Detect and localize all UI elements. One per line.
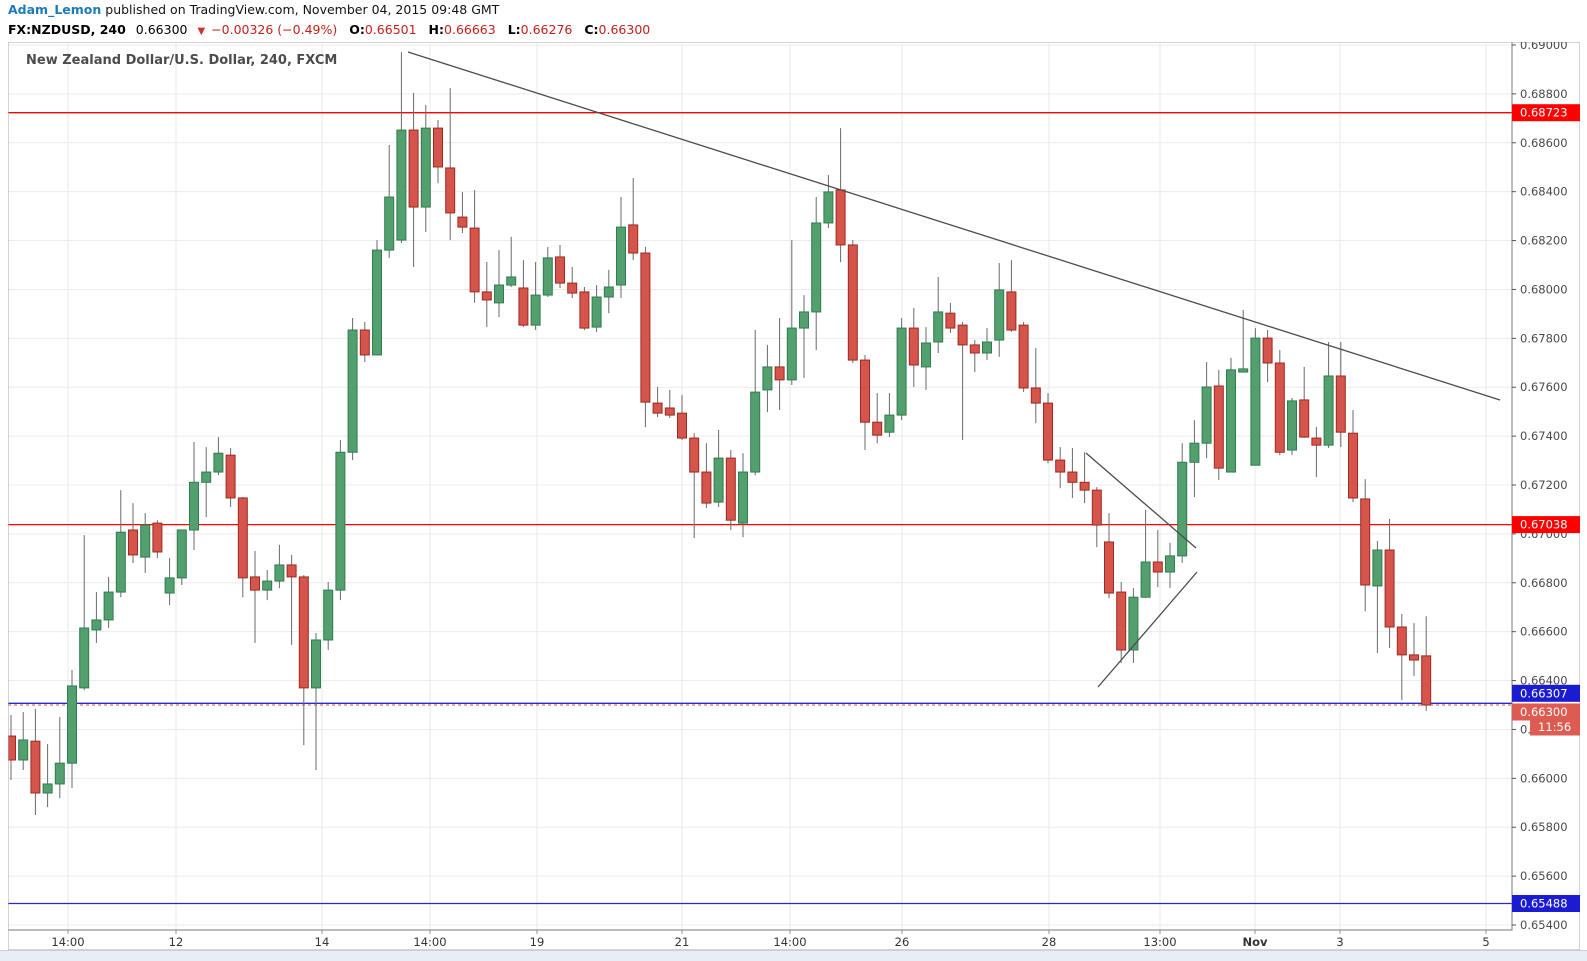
svg-text:0.66300: 0.66300 [1520,705,1568,719]
price-change: −0.00326 (−0.49%) [211,22,338,37]
svg-text:11:56: 11:56 [1538,720,1571,734]
svg-text:0.67200: 0.67200 [1520,478,1568,492]
svg-text:5: 5 [1482,935,1489,949]
close-value: 0.66300 [598,22,651,37]
symbol-quote-bar: FX:NZDUSD, 240 0.66300 ▼ −0.00326 (−0.49… [0,20,1587,41]
chart-legend[interactable]: New Zealand Dollar/U.S. Dollar, 240, FXC… [26,53,338,68]
svg-text:21: 21 [675,935,690,949]
svg-text:0.69000: 0.69000 [1520,42,1568,52]
svg-text:0.66000: 0.66000 [1520,771,1568,785]
svg-text:14:00: 14:00 [773,935,806,949]
svg-text:0.66800: 0.66800 [1520,576,1568,590]
svg-text:0.66400: 0.66400 [1520,674,1568,688]
svg-text:0.67600: 0.67600 [1520,380,1568,394]
svg-text:0.68600: 0.68600 [1520,136,1568,150]
author-link[interactable]: Adam_Lemon [8,2,102,17]
svg-text:0.65488: 0.65488 [1520,896,1568,910]
svg-text:0.65600: 0.65600 [1520,869,1568,883]
svg-text:14: 14 [315,935,330,949]
high-value: 0.66663 [444,22,496,37]
close-label: C: [584,22,599,37]
publish-text: published on TradingView.com, November 0… [101,2,500,17]
svg-text:0.67800: 0.67800 [1520,331,1568,345]
svg-text:0.68723: 0.68723 [1520,106,1568,120]
svg-text:0.68400: 0.68400 [1520,185,1568,199]
svg-text:13:00: 13:00 [1143,935,1176,949]
low-value: 0.66276 [520,22,573,37]
svg-text:0.68800: 0.68800 [1520,87,1568,101]
symbol-title[interactable]: FX:NZDUSD, 240 [8,22,126,37]
price-down-arrow-icon: ▼ [197,26,206,37]
svg-text:14:00: 14:00 [413,935,446,949]
svg-text:26: 26 [895,935,910,949]
bottom-strip [0,950,1587,961]
svg-text:0.65800: 0.65800 [1520,820,1568,834]
svg-text:0.66307: 0.66307 [1520,686,1568,700]
svg-text:0.68200: 0.68200 [1520,234,1568,248]
publish-info-bar: Adam_Lemon published on TradingView.com,… [0,0,1587,20]
svg-text:Nov: Nov [1242,935,1268,949]
last-price: 0.66300 [135,22,188,37]
svg-text:28: 28 [1042,935,1057,949]
high-label: H: [428,22,445,37]
svg-text:0.66600: 0.66600 [1520,625,1568,639]
svg-text:0.65400: 0.65400 [1520,918,1568,932]
svg-text:14:00: 14:00 [51,935,84,949]
price-chart-canvas[interactable]: 14:00 12 14 14:00 19 21 14:00 26 28 13:00 Nov 3 5 0.6… [8,42,1580,950]
low-label: L: [507,22,521,37]
svg-text:0.67038: 0.67038 [1520,518,1568,532]
svg-text:19: 19 [530,935,545,949]
chart-widget[interactable]: NZDUSD, 240 New Zealand Dollar/U.S. Doll… [8,42,1580,950]
open-label: O: [349,22,365,37]
svg-text:3: 3 [1336,935,1343,949]
svg-text:0.67400: 0.67400 [1520,429,1568,443]
svg-text:12: 12 [169,935,184,949]
open-value: 0.66501 [364,22,417,37]
svg-text:0.68000: 0.68000 [1520,282,1568,296]
